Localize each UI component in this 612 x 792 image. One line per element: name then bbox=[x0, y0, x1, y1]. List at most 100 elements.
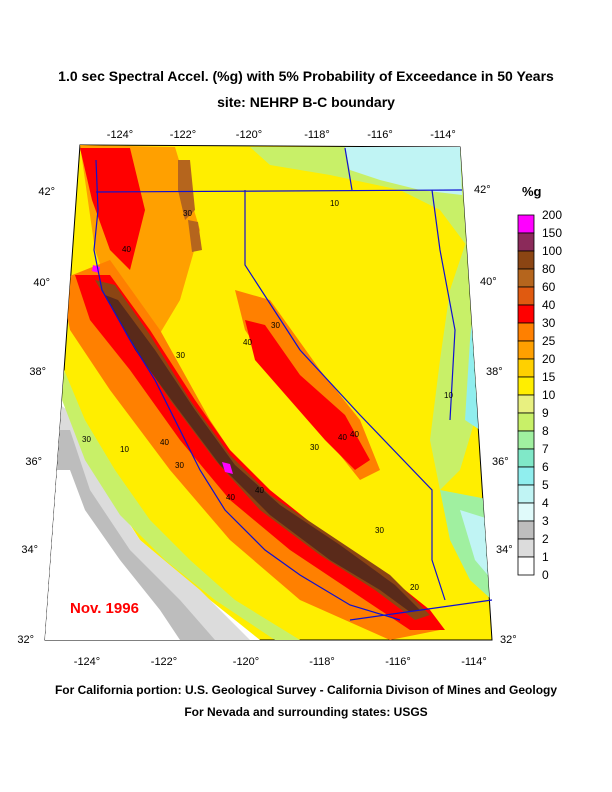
legend-swatch bbox=[517, 340, 535, 360]
map-subtitle: site: NEHRP B-C boundary bbox=[217, 94, 395, 110]
legend-swatch bbox=[517, 412, 535, 432]
contour-label: 40 bbox=[226, 493, 235, 502]
legend-swatch bbox=[517, 322, 535, 342]
legend-level-label: 15 bbox=[542, 370, 556, 384]
legend-level-label: 100 bbox=[542, 244, 562, 258]
legend-swatch bbox=[517, 304, 535, 324]
contour-label: 10 bbox=[330, 199, 339, 208]
legend-swatch bbox=[517, 358, 535, 378]
latitude-ticks-left: 42° 40° 38° 36° 34° 32° bbox=[17, 186, 55, 646]
legend-swatch bbox=[517, 376, 535, 396]
east-green-zone bbox=[430, 230, 480, 490]
contour-label: 30 bbox=[175, 461, 184, 470]
legend-swatch bbox=[517, 250, 535, 270]
legend-level-label: 30 bbox=[542, 316, 556, 330]
legend-level-label: 8 bbox=[542, 424, 549, 438]
latitude-ticks-right: 42° 40° 38° 36° 34° 32° bbox=[474, 184, 517, 646]
tick-label: 32° bbox=[17, 634, 34, 646]
tick-label: -118° bbox=[304, 129, 330, 141]
contour-label: 10 bbox=[120, 445, 129, 454]
legend-swatch bbox=[517, 430, 535, 450]
state-boundaries bbox=[93, 147, 493, 621]
contour-label: 30 bbox=[271, 321, 280, 330]
tick-label: -124° bbox=[107, 129, 133, 141]
legend-level-label: 5 bbox=[542, 478, 549, 492]
tick-label: 34° bbox=[496, 544, 513, 556]
northern-brown-patch-2 bbox=[188, 220, 202, 252]
tick-label: -114° bbox=[461, 656, 487, 668]
contour-labels: 30 40 30 40 10 10 30 40 30 40 40 30 40 4… bbox=[82, 199, 453, 592]
legend-swatch bbox=[517, 466, 535, 486]
legend-swatch bbox=[517, 502, 535, 522]
tick-label: 36° bbox=[492, 456, 509, 468]
tick-label: -122° bbox=[151, 656, 177, 668]
contour-label: 30 bbox=[375, 526, 384, 535]
tick-label: -114° bbox=[430, 129, 456, 141]
northeast-cyan-zone bbox=[345, 147, 462, 195]
fault-core-dark bbox=[105, 295, 420, 612]
credit-california: For California portion: U.S. Geological … bbox=[54, 683, 558, 697]
legend-level-label: 6 bbox=[542, 460, 549, 474]
contour-label: 40 bbox=[243, 338, 252, 347]
map-title: 1.0 sec Spectral Accel. (%g) with 5% Pro… bbox=[58, 68, 554, 84]
legend-level-label: 150 bbox=[542, 226, 562, 240]
legend-level-label: 40 bbox=[542, 298, 556, 312]
tick-label: 36° bbox=[25, 456, 42, 468]
fault-core-brown bbox=[95, 280, 430, 620]
hazard-contours bbox=[45, 145, 492, 640]
legend-unit: %g bbox=[522, 184, 542, 199]
longitude-ticks-top: -124° -122° -120° -118° -116° -114° bbox=[107, 129, 456, 141]
tick-label: -118° bbox=[309, 656, 335, 668]
legend-swatch bbox=[517, 214, 535, 234]
date-stamp: Nov. 1996 bbox=[70, 600, 139, 617]
legend-swatch bbox=[517, 232, 535, 252]
tick-label: -120° bbox=[236, 129, 262, 141]
contour-label: 40 bbox=[122, 245, 131, 254]
contour-label: 20 bbox=[410, 583, 419, 592]
legend-level-label: 2 bbox=[542, 532, 549, 546]
legend-level-label: 3 bbox=[542, 514, 549, 528]
legend-level-label: 60 bbox=[542, 280, 556, 294]
legend-swatch bbox=[517, 484, 535, 504]
tick-label: -116° bbox=[367, 129, 393, 141]
contour-label: 30 bbox=[82, 435, 91, 444]
tick-label: 38° bbox=[29, 366, 46, 378]
contour-label: 40 bbox=[338, 433, 347, 442]
legend-level-label: 0 bbox=[542, 568, 549, 582]
tick-label: 32° bbox=[500, 634, 517, 646]
ocean-white-zone bbox=[45, 470, 180, 640]
longitude-ticks-bottom: -124° -122° -120° -118° -116° -114° bbox=[74, 656, 487, 668]
credit-nevada: For Nevada and surrounding states: USGS bbox=[184, 705, 428, 719]
tick-label: 40° bbox=[33, 277, 50, 289]
contour-label: 30 bbox=[183, 209, 192, 218]
legend-swatch bbox=[517, 286, 535, 306]
legend-level-label: 7 bbox=[542, 442, 549, 456]
contour-label: 40 bbox=[350, 430, 359, 439]
tick-label: 34° bbox=[21, 544, 38, 556]
tick-label: 42° bbox=[38, 186, 55, 198]
legend-level-label: 25 bbox=[542, 334, 556, 348]
northern-brown-patch bbox=[178, 160, 195, 220]
southeast-cyan-zone-2 bbox=[460, 510, 492, 580]
legend-color-scale bbox=[517, 214, 535, 576]
legend-swatch bbox=[517, 448, 535, 468]
legend-level-label: 80 bbox=[542, 262, 556, 276]
eastern-sierra-red bbox=[245, 320, 370, 470]
legend-swatch bbox=[517, 520, 535, 540]
contour-label: 30 bbox=[310, 443, 319, 452]
tick-label: -116° bbox=[385, 656, 411, 668]
tick-label: 42° bbox=[474, 184, 491, 196]
contour-label: 10 bbox=[444, 391, 453, 400]
tick-label: 40° bbox=[480, 276, 497, 288]
contour-label: 40 bbox=[160, 438, 169, 447]
legend-level-label: 200 bbox=[542, 208, 562, 222]
magenta-spot-2 bbox=[222, 462, 233, 474]
contour-label: 40 bbox=[255, 486, 264, 495]
legend-level-label: 1 bbox=[542, 550, 549, 564]
legend-swatch bbox=[517, 556, 535, 576]
tick-label: 38° bbox=[486, 366, 503, 378]
legend-level-label: 4 bbox=[542, 496, 549, 510]
legend-swatch bbox=[517, 538, 535, 558]
